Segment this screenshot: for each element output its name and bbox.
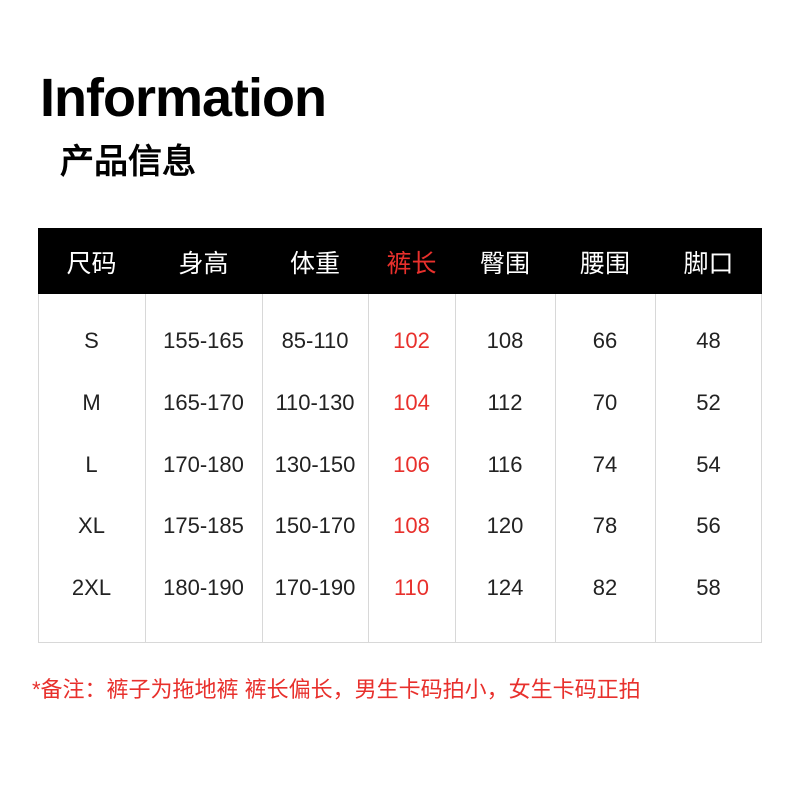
table-cell: 104 xyxy=(393,389,430,415)
table-cell: 48 xyxy=(696,328,721,353)
title: Information xyxy=(40,68,327,128)
table-cell: S xyxy=(84,328,99,353)
table-cell: 110 xyxy=(393,575,430,601)
column-divider xyxy=(368,294,369,643)
table-cell: 130-150 xyxy=(274,451,356,477)
table-cell: 66 xyxy=(592,328,618,353)
table-header-band xyxy=(38,228,762,294)
table-cell: 108 xyxy=(393,513,430,539)
column-header: 尺码 xyxy=(66,250,117,278)
column-header: 臀围 xyxy=(479,250,530,278)
table-cell: 56 xyxy=(696,513,721,539)
table-body xyxy=(38,294,762,643)
table-cell: 165-170 xyxy=(163,389,244,415)
table-cell: 70 xyxy=(592,389,618,415)
table-cell: 106 xyxy=(393,451,430,477)
table-cell: 112 xyxy=(487,389,523,415)
table-cell: 78 xyxy=(592,513,618,539)
column-header: 体重 xyxy=(289,250,340,278)
column-header: 身高 xyxy=(178,250,229,278)
subtitle: 产品信息 xyxy=(60,143,196,181)
table-cell: 155-165 xyxy=(163,328,244,353)
table-cell: 180-190 xyxy=(163,575,244,601)
table-cell: 74 xyxy=(592,451,618,477)
column-header: 脚口 xyxy=(683,250,734,278)
note: *备注：裤子为拖地裤 裤长偏长，男生卡码拍小，女生卡码正拍 xyxy=(32,677,641,702)
table-cell: 2XL xyxy=(71,575,112,601)
column-divider xyxy=(455,294,456,643)
table-cell: 116 xyxy=(487,451,523,477)
table-cell: XL xyxy=(78,513,105,539)
table-cell: 82 xyxy=(592,575,618,601)
table-cell: M xyxy=(82,389,101,415)
table-cell: 85-110 xyxy=(281,328,349,353)
column-divider xyxy=(145,294,146,643)
table-cell: 170-190 xyxy=(274,575,356,601)
table-cell: 110-130 xyxy=(275,389,355,415)
table-cell: 150-170 xyxy=(274,513,356,539)
column-header: 裤长 xyxy=(386,250,437,278)
column-header: 腰围 xyxy=(579,250,630,278)
table-cell: 52 xyxy=(696,389,721,415)
table-cell: L xyxy=(85,451,98,477)
table-cell: 170-180 xyxy=(163,451,244,477)
table-cell: 120 xyxy=(486,513,524,539)
table-cell: 124 xyxy=(486,575,524,601)
column-divider xyxy=(555,294,556,643)
column-divider xyxy=(262,294,263,643)
table-cell: 175-185 xyxy=(163,513,244,539)
column-divider xyxy=(655,294,656,643)
table-cell: 108 xyxy=(486,328,524,353)
table-cell: 102 xyxy=(393,328,430,353)
table-cell: 58 xyxy=(696,575,721,601)
table-cell: 54 xyxy=(696,451,721,477)
